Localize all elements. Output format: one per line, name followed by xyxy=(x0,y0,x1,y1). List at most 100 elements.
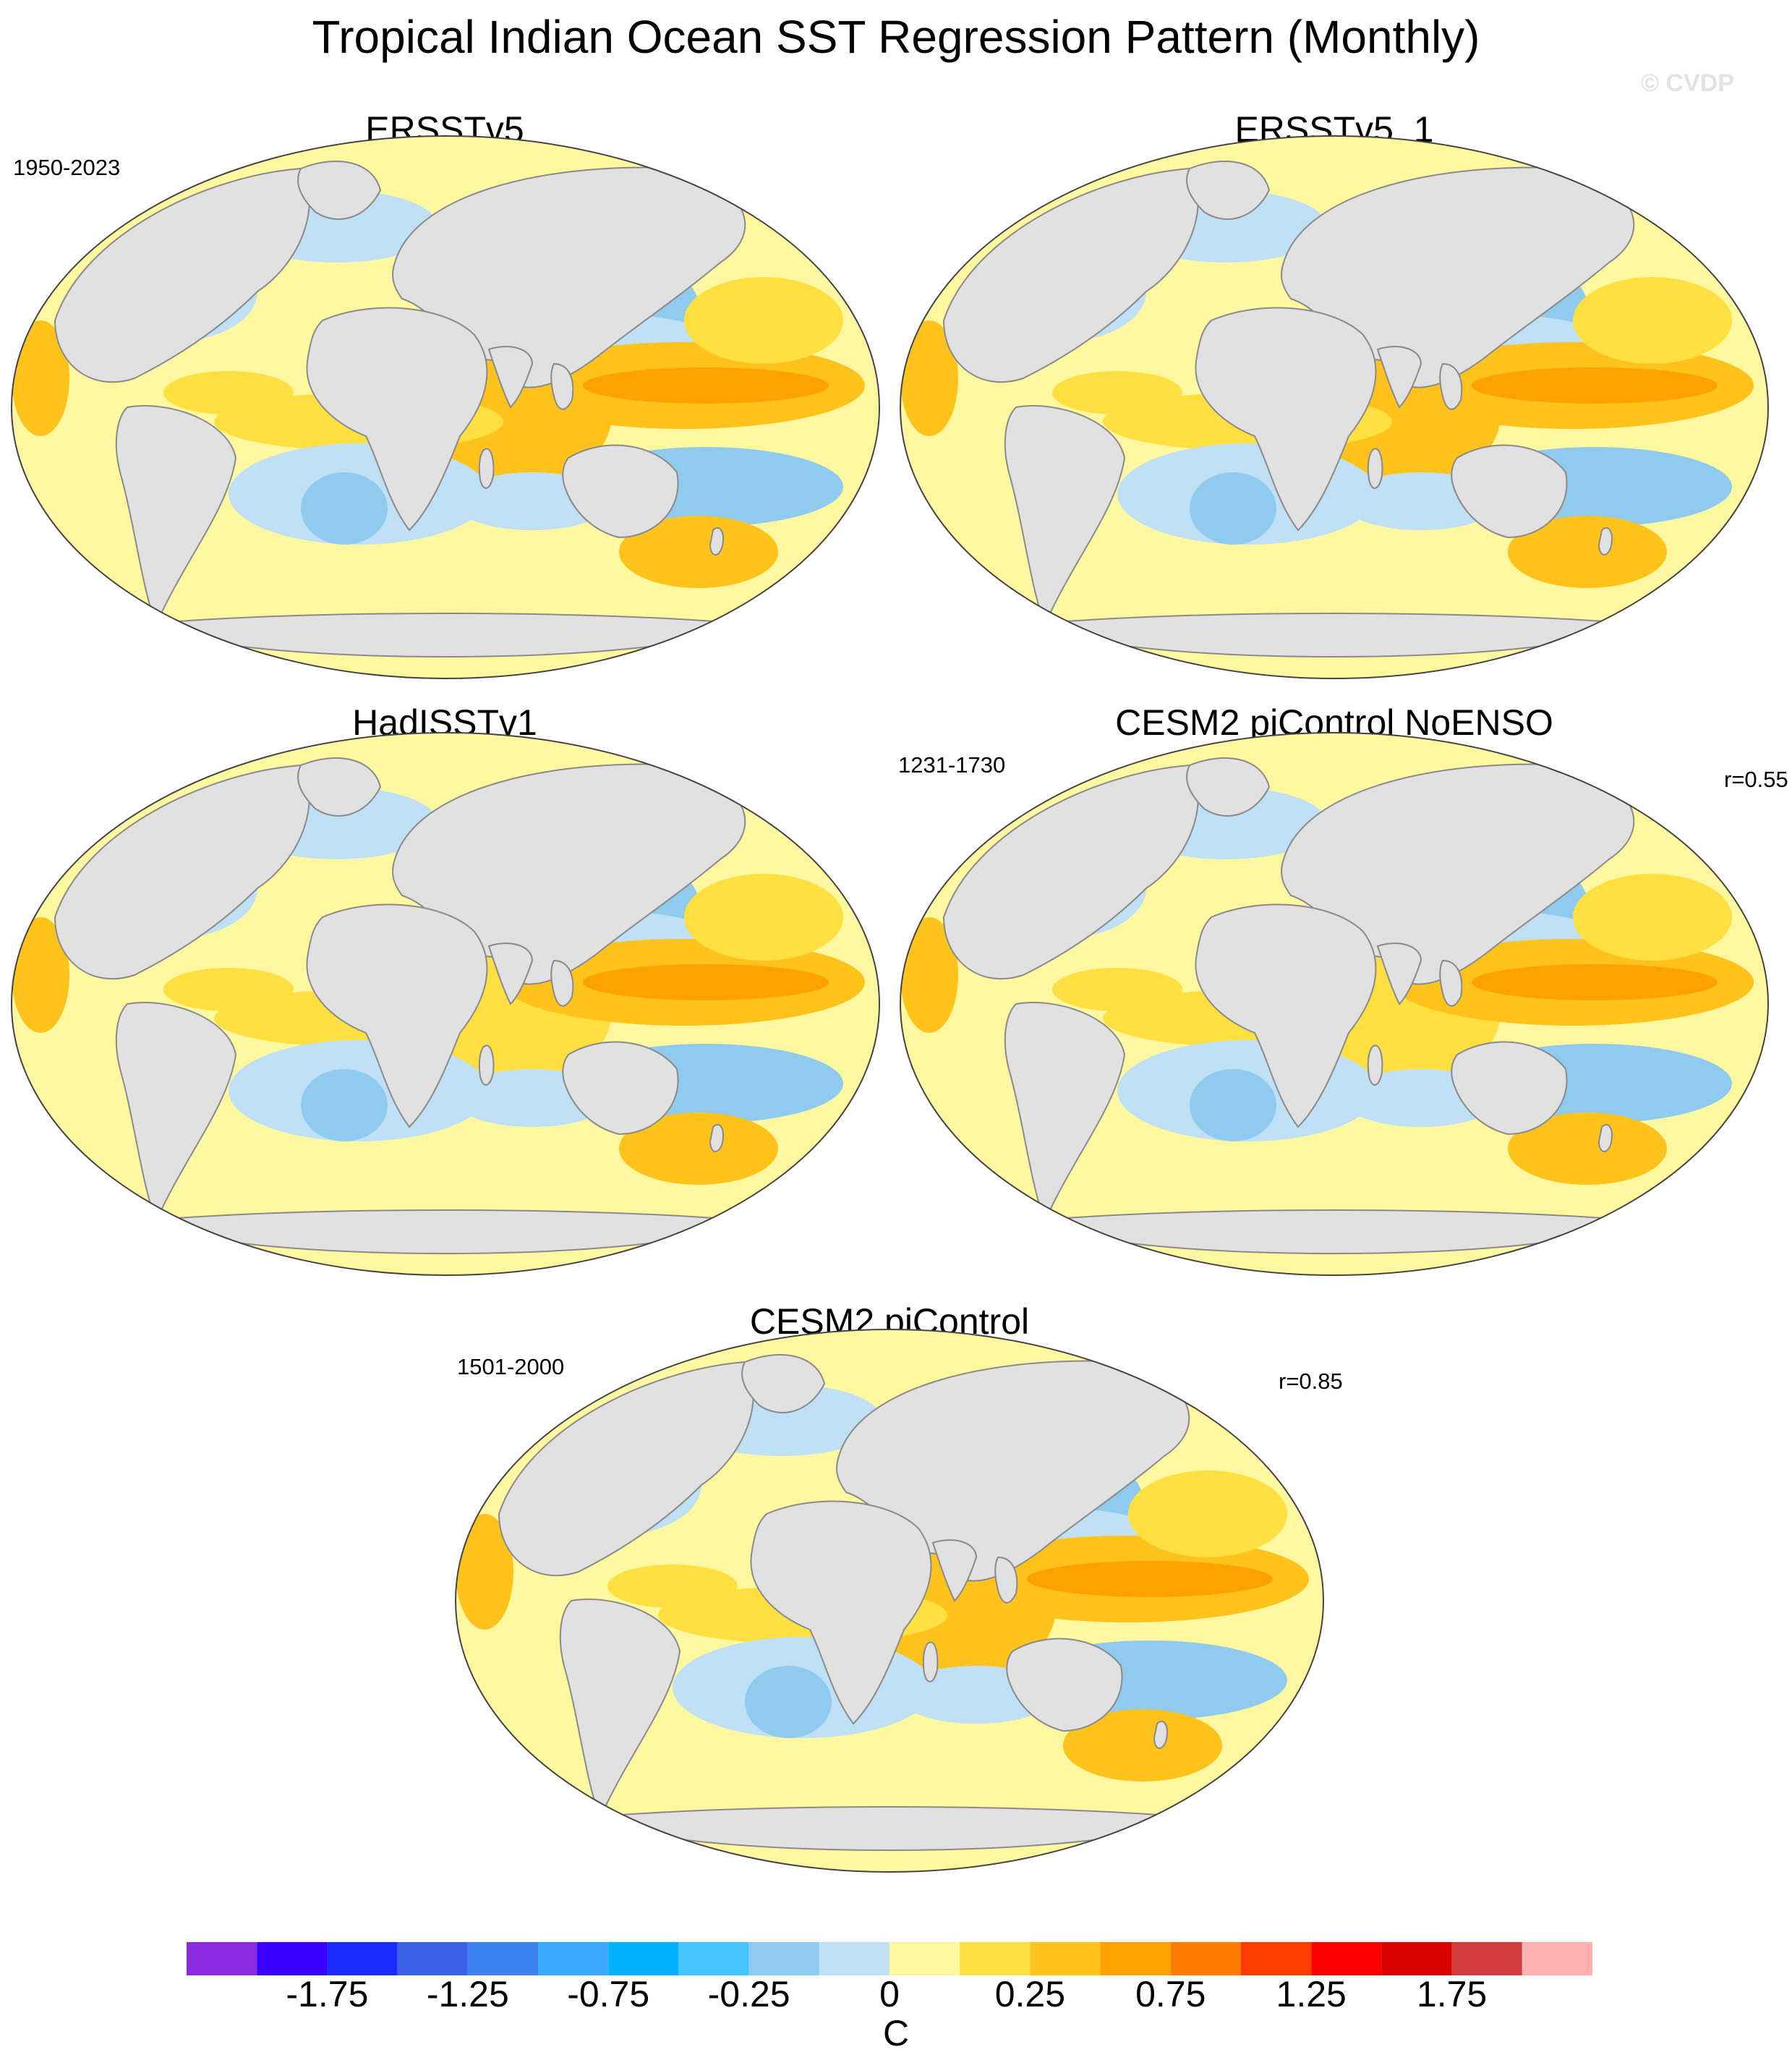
colorbar-swatch xyxy=(960,1942,1031,1975)
landmass xyxy=(741,1354,826,1413)
sst-anomaly-region xyxy=(619,516,778,588)
landmass xyxy=(54,167,310,383)
sst-anomaly-region xyxy=(1027,1561,1273,1597)
landmass xyxy=(1367,448,1383,489)
landmass xyxy=(562,1041,679,1136)
landmass xyxy=(139,1209,752,1254)
panel-4-period: 1231-1730 xyxy=(898,752,1006,778)
landmass xyxy=(139,613,752,657)
colorbar-tick-label: -0.75 xyxy=(567,1974,650,2014)
sst-anomaly-region xyxy=(163,968,294,1011)
landmass xyxy=(297,161,382,220)
landmass xyxy=(709,1123,725,1152)
colorbar-tick-label: 1.25 xyxy=(1276,1974,1347,2014)
landmass xyxy=(1376,942,1422,1005)
landmass xyxy=(478,1044,495,1086)
colorbar-swatch xyxy=(538,1942,609,1975)
landmass xyxy=(1597,1123,1613,1152)
sst-anomaly-region xyxy=(1052,371,1182,414)
sst-anomaly-region xyxy=(619,1112,778,1185)
colorbar-tick-label: -1.75 xyxy=(286,1974,369,2014)
sst-anomaly-region xyxy=(1573,277,1732,364)
sst-anomaly-region xyxy=(1573,874,1732,961)
landmass xyxy=(1597,527,1613,556)
colorbar-tick-label: 1.75 xyxy=(1416,1974,1488,2014)
landmass xyxy=(550,362,574,410)
colorbar-swatch xyxy=(397,1942,468,1975)
map-border xyxy=(900,732,1769,1276)
panel-1-period: 1950-2023 xyxy=(13,155,121,180)
sst-anomaly-region xyxy=(456,1514,513,1630)
landmass xyxy=(1028,613,1641,657)
landmass xyxy=(297,757,382,817)
colorbar-tick-label: 0.25 xyxy=(994,1974,1066,2014)
sst-anomaly-region xyxy=(301,472,388,545)
colorbar-swatch xyxy=(819,1942,889,1975)
colorbar-units: C xyxy=(882,2013,910,2053)
landmass xyxy=(478,448,495,489)
landmass xyxy=(583,1806,1196,1851)
map-border xyxy=(11,135,880,679)
landmass xyxy=(54,764,310,980)
sst-anomaly-region xyxy=(900,320,958,436)
map-border xyxy=(11,732,880,1276)
colorbar-swatch xyxy=(467,1942,538,1975)
map-border xyxy=(900,135,1769,679)
landmass xyxy=(1439,362,1463,410)
colorbar-tick-label: 0.75 xyxy=(1135,1974,1206,2014)
landmass xyxy=(1153,1720,1169,1749)
world-map-svg xyxy=(455,1329,1324,1873)
sst-anomaly-region xyxy=(12,917,69,1033)
landmass xyxy=(1004,1002,1126,1223)
landmass xyxy=(1186,161,1271,220)
colorbar-swatch xyxy=(1030,1942,1101,1975)
sst-anomaly-region xyxy=(607,1565,738,1608)
landmass xyxy=(1367,1044,1383,1086)
colorbar-swatch xyxy=(257,1942,328,1975)
sst-anomaly-region xyxy=(1190,1069,1276,1141)
colorbar-tick-label: -1.25 xyxy=(426,1974,509,2014)
sst-anomaly-region xyxy=(1472,964,1718,1000)
landmass xyxy=(1195,307,1377,532)
landmass xyxy=(498,1361,754,1577)
landmass xyxy=(922,1641,939,1682)
colorbar xyxy=(187,1942,1592,1975)
landmass xyxy=(1186,757,1271,817)
colorbar-swatch xyxy=(1100,1942,1171,1975)
sst-anomaly-region xyxy=(745,1666,832,1738)
sst-anomaly-region xyxy=(1063,1709,1222,1782)
sst-anomaly-region xyxy=(1508,516,1667,588)
sst-anomaly-region xyxy=(1128,1470,1287,1557)
landmass xyxy=(709,527,725,556)
colorbar-swatch xyxy=(1241,1942,1312,1975)
landmass xyxy=(306,307,488,532)
colorbar-swatch xyxy=(327,1942,398,1975)
sst-anomaly-region xyxy=(1052,968,1182,1011)
world-map-svg xyxy=(900,135,1769,679)
sst-anomaly-region xyxy=(583,367,829,404)
landmass xyxy=(1006,1638,1123,1732)
colorbar-swatch xyxy=(748,1942,819,1975)
sst-anomaly-region xyxy=(163,371,294,414)
landmass xyxy=(562,444,679,539)
colorbar-swatch xyxy=(678,1942,749,1975)
sst-anomaly-region xyxy=(1472,367,1718,404)
landmass xyxy=(1195,903,1377,1128)
landmass xyxy=(1451,1041,1568,1136)
colorbar-tick-label: -0.25 xyxy=(707,1974,790,2014)
sst-anomaly-region xyxy=(12,320,69,436)
colorbar-swatch xyxy=(1170,1942,1241,1975)
sst-anomaly-region xyxy=(301,1069,388,1141)
colorbar-swatch xyxy=(1451,1942,1522,1975)
landmass xyxy=(994,1556,1018,1604)
landmass xyxy=(1439,959,1463,1007)
panel-4-correlation: r=0.55 xyxy=(1724,767,1788,792)
landmass xyxy=(115,1002,237,1223)
landmass xyxy=(550,959,574,1007)
landmass xyxy=(559,1599,681,1820)
colorbar-swatch xyxy=(1311,1942,1382,1975)
landmass xyxy=(750,1500,932,1725)
world-map-svg xyxy=(900,732,1769,1276)
panel-5-correlation: r=0.85 xyxy=(1279,1369,1343,1394)
sst-anomaly-region xyxy=(684,874,843,961)
